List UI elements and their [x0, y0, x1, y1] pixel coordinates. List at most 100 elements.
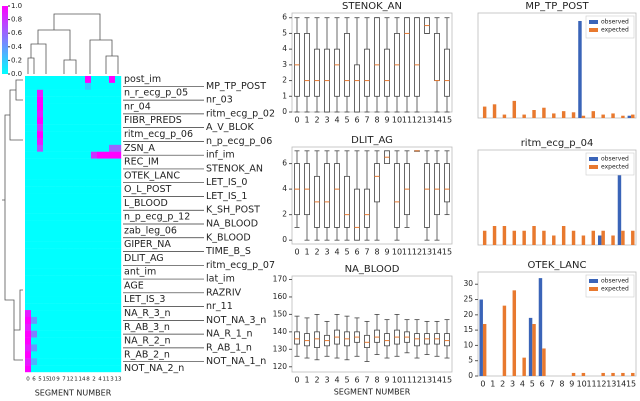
heatmap-cell	[79, 316, 86, 325]
heatmap-cell	[49, 234, 56, 242]
heatmap-cell	[73, 186, 80, 194]
heatmap-cell	[109, 131, 116, 139]
heatmap-cell	[67, 137, 74, 146]
y-tick-label: 130	[273, 344, 288, 353]
x-tick-label: 9	[384, 116, 389, 125]
heatmap-cell	[67, 124, 74, 132]
heatmap-cell	[61, 96, 68, 104]
heatmap-cell	[115, 289, 122, 297]
heatmap-cell	[73, 227, 80, 235]
heatmap-cell	[67, 234, 74, 242]
heatmap-cell	[37, 213, 44, 221]
heatmap-cell	[55, 261, 62, 269]
heatmap-cell	[85, 220, 92, 228]
heatmap-cell	[109, 227, 116, 235]
y-tick-label: 6	[282, 159, 287, 168]
heatmap-cell	[79, 179, 86, 187]
row-label: AGE	[124, 280, 144, 291]
row-label: n_p_ecg_p_06	[206, 136, 272, 147]
row-label: LET_IS_1	[206, 191, 247, 202]
heatmap-cell	[25, 179, 32, 187]
box	[314, 48, 320, 97]
heatmap-cell	[73, 193, 80, 201]
bar	[482, 230, 487, 245]
heatmap-cell	[115, 96, 122, 104]
row-label: GIPER_NA	[124, 239, 171, 250]
heatmap-cell	[61, 268, 68, 276]
heatmap-cell	[115, 158, 122, 166]
legend-swatch	[589, 20, 598, 24]
heatmap-cell	[55, 117, 62, 125]
heatmap-cell	[43, 137, 50, 146]
heatmap-cell	[97, 82, 104, 90]
heatmap-cell	[97, 186, 104, 194]
heatmap-cell	[31, 323, 38, 331]
legend-label: expected	[601, 286, 629, 293]
heatmap-cell	[49, 76, 56, 84]
heatmap-cell	[109, 89, 116, 97]
heatmap-cell	[91, 89, 98, 97]
heatmap-cell	[115, 76, 122, 84]
heatmap-cell	[109, 96, 116, 104]
heatmap-cell	[79, 89, 86, 97]
heatmap-cell	[103, 82, 110, 90]
heatmap-cell	[97, 124, 104, 132]
heatmap-cell	[115, 358, 122, 366]
heatmap-cell	[61, 193, 68, 201]
heatmap-cell	[55, 96, 62, 104]
box	[364, 334, 370, 348]
heatmap-cell	[109, 248, 116, 256]
heatmap-cell	[55, 103, 62, 111]
heatmap-cell	[61, 275, 68, 283]
colorbar-tick-label: 0.4	[11, 43, 23, 51]
heatmap-cell	[91, 151, 98, 159]
heatmap-cell	[25, 337, 32, 345]
bar	[571, 372, 576, 376]
column-label: 7	[62, 377, 66, 383]
heatmap-cell	[67, 330, 74, 338]
heatmap-cell	[25, 186, 32, 194]
heatmap-cell	[55, 89, 62, 97]
heatmap-cell	[103, 193, 110, 201]
heatmap-cell	[97, 213, 104, 221]
bar	[631, 372, 635, 376]
heatmap-cell	[49, 158, 56, 166]
y-tick-label: 140	[273, 327, 288, 336]
heatmap-cell	[91, 193, 98, 201]
heatmap-cell	[97, 193, 104, 201]
legend-swatch	[589, 287, 598, 291]
heatmap-cell	[109, 275, 116, 283]
heatmap-cell	[55, 275, 62, 283]
x-tick-label: 0	[294, 116, 299, 125]
y-tick-label: 170	[273, 274, 288, 283]
heatmap-cell	[97, 303, 104, 311]
heatmap-cell	[37, 165, 44, 173]
heatmap-cell	[37, 358, 44, 366]
bar	[611, 235, 615, 245]
heatmap-cell	[67, 186, 74, 194]
heatmap-cell	[43, 206, 50, 214]
column-label: 9	[56, 377, 60, 383]
heatmap-cell	[43, 117, 50, 125]
heatmap-cell	[97, 365, 104, 373]
x-tick-label: 6	[354, 248, 359, 257]
heatmap-cell	[31, 358, 38, 366]
heatmap-cell	[109, 303, 116, 311]
heatmap-cell	[91, 227, 98, 235]
heatmap-cell	[37, 344, 44, 352]
heatmap-cell	[43, 303, 50, 311]
x-tick-label: 1	[490, 380, 495, 389]
heatmap-cell	[97, 282, 104, 290]
heatmap-cell	[61, 137, 68, 146]
heatmap-cell	[61, 144, 68, 152]
heatmap-cell	[49, 179, 56, 187]
heatmap-cell	[115, 179, 122, 187]
heatmap-cell	[79, 151, 86, 159]
heatmap-cell	[79, 248, 86, 256]
heatmap-cell	[91, 213, 98, 221]
row-label: STENOK_AN	[206, 163, 263, 174]
box	[444, 333, 450, 347]
heatmap-cell	[85, 76, 92, 84]
heatmap-cell	[85, 248, 92, 256]
bar	[561, 111, 566, 118]
